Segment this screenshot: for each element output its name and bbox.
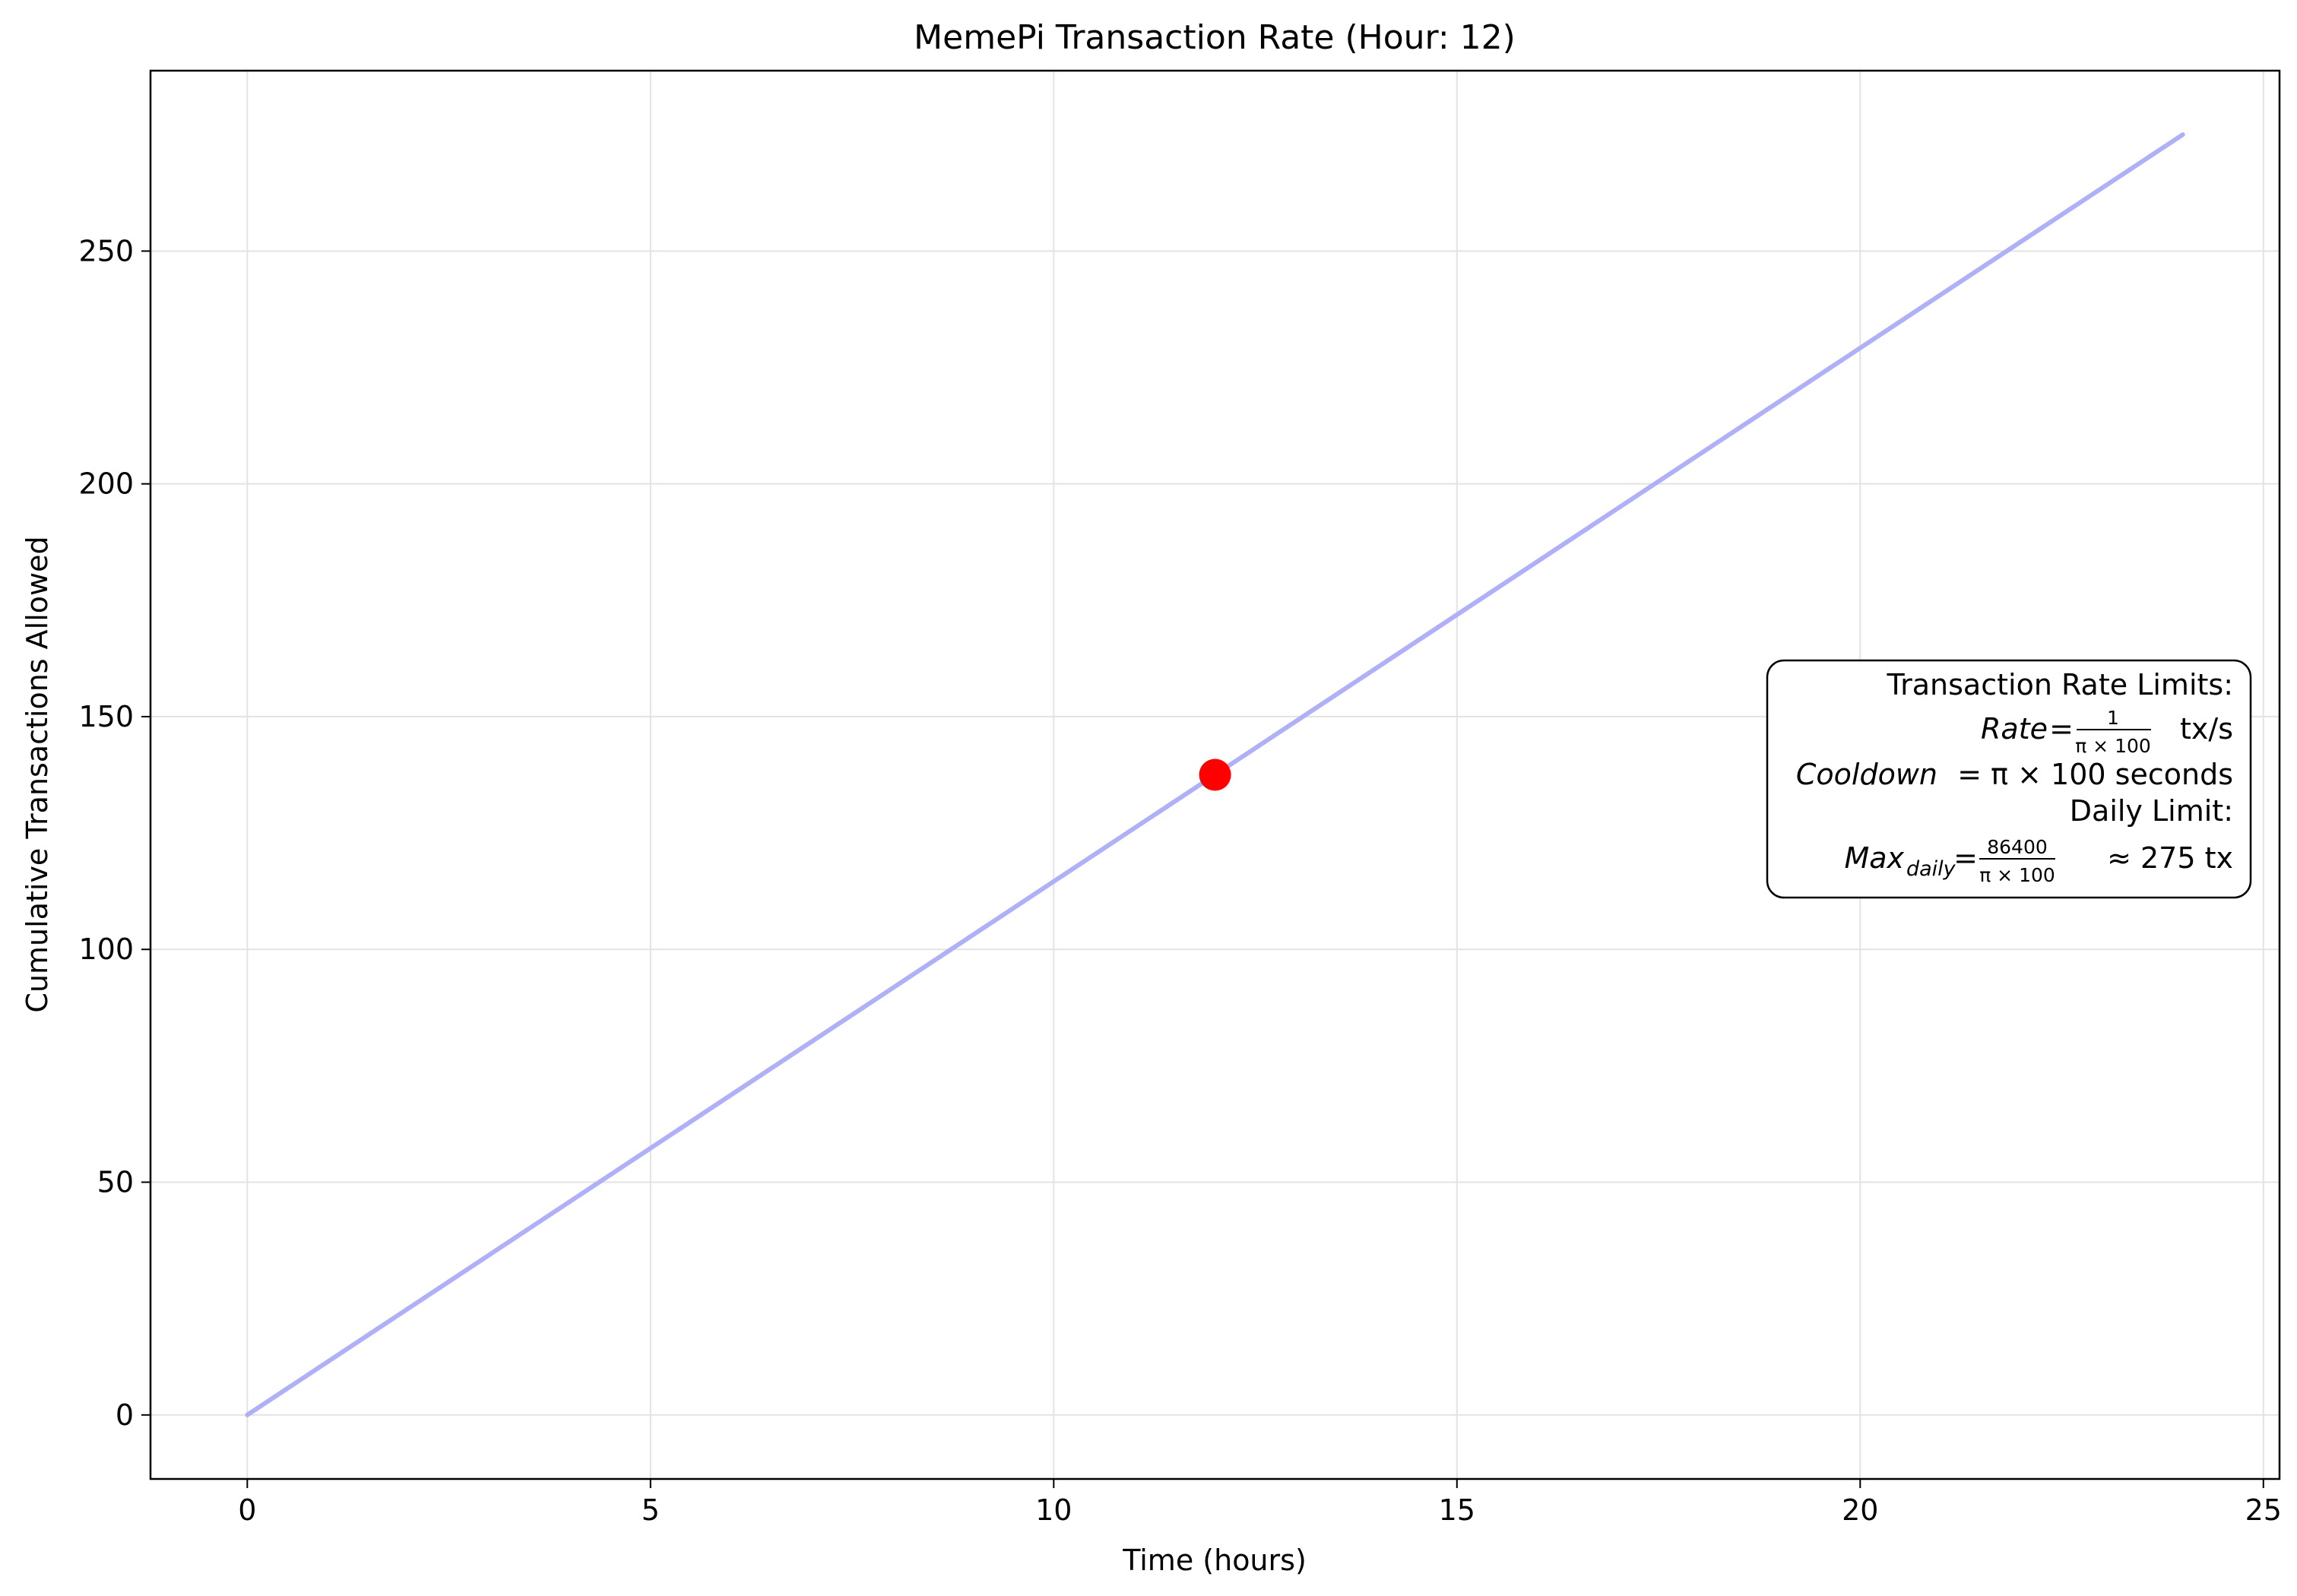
y-tick-label: 0 — [116, 1398, 134, 1432]
y-axis-label: Cumulative Transactions Allowed — [21, 536, 54, 1012]
annotation-max-denominator: π × 100 — [1979, 864, 2055, 886]
x-tick-label: 10 — [1035, 1493, 1072, 1527]
x-tick-label: 5 — [642, 1493, 660, 1527]
y-tick-label: 50 — [97, 1165, 134, 1199]
x-tick-label: 0 — [238, 1493, 256, 1527]
annotation-line-1: Transaction Rate Limits: — [1887, 668, 2233, 701]
y-tick-label: 200 — [78, 467, 134, 501]
x-tick-label: 20 — [1842, 1493, 1878, 1527]
x-axis-ticks: 0 5 10 15 20 25 — [238, 1479, 2282, 1527]
annotation-rate-equals: = — [2049, 712, 2074, 746]
annotation-cooldown-rest: = π × 100 seconds — [1957, 758, 2233, 791]
series-layer — [245, 132, 2185, 1417]
annotation-rate-numerator: 1 — [2107, 707, 2119, 729]
y-tick-label: 250 — [78, 234, 134, 268]
annotation-box: Transaction Rate Limits: Rate = 1 π × 10… — [1766, 659, 2252, 899]
annotation-rate-var: Rate — [1981, 712, 2048, 746]
x-axis-label: Time (hours) — [1122, 1544, 1307, 1577]
annotation-rate-denominator: π × 100 — [2075, 735, 2151, 757]
annotation-frame — [1766, 659, 2252, 899]
annotation-max-var: Max — [1844, 841, 1904, 875]
annotation-max-numerator: 86400 — [1987, 836, 2048, 858]
annotation-max-subscript: daily — [1906, 857, 1956, 881]
annotation-rate-unit: tx/s — [2180, 712, 2233, 746]
y-axis-ticks: 0 50 100 150 200 250 — [78, 234, 150, 1432]
annotation-max-rest: ≈ 275 tx — [2107, 841, 2233, 875]
x-tick-label: 25 — [2245, 1493, 2282, 1527]
y-tick-label: 150 — [78, 700, 134, 733]
x-tick-label: 15 — [1439, 1493, 1475, 1527]
annotation-max-equals: = — [1953, 841, 1978, 875]
y-tick-label: 100 — [78, 933, 134, 966]
chart-title: MemePi Transaction Rate (Hour: 12) — [914, 18, 1516, 57]
plot-frame — [149, 69, 2281, 1480]
annotation-cooldown-var: Cooldown — [1796, 758, 1937, 791]
annotation-line-4: Daily Limit: — [2070, 794, 2233, 828]
current-hour-marker — [1199, 758, 1231, 791]
